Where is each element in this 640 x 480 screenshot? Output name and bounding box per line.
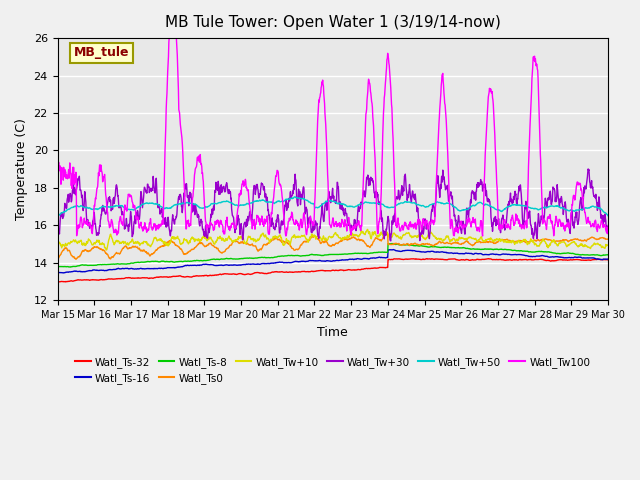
Line: Watl_Tw+30: Watl_Tw+30 <box>58 169 608 241</box>
Watl_Ts-8 <box>540 249 547 254</box>
Watl_Ts-8 <box>389 240 397 246</box>
Watl_Tw+50 <box>176 201 184 207</box>
Watl_Ts-32 <box>163 274 171 280</box>
Watl_Ts-32 <box>54 279 61 285</box>
Y-axis label: Temperature (C): Temperature (C) <box>15 118 28 220</box>
Watl_Tw100 <box>604 228 612 233</box>
Watl_Tw+30 <box>419 223 426 229</box>
Text: MB_tule: MB_tule <box>74 47 129 60</box>
Watl_Ts-32 <box>177 273 184 279</box>
Watl_Ts-8 <box>163 259 171 264</box>
Watl_Ts0 <box>419 241 426 247</box>
Watl_Tw100 <box>491 132 499 138</box>
Watl_Tw100 <box>54 167 61 173</box>
Watl_Ts-16 <box>238 262 246 268</box>
Watl_Tw+10 <box>238 235 246 240</box>
Watl_Ts-16 <box>163 265 171 271</box>
Watl_Tw+50 <box>491 205 499 211</box>
Line: Watl_Ts-16: Watl_Ts-16 <box>58 250 608 273</box>
Watl_Tw+50 <box>539 204 547 210</box>
Watl_Ts-8 <box>604 252 612 258</box>
Watl_Tw+30 <box>237 225 245 230</box>
Watl_Tw+10 <box>163 242 171 248</box>
Line: Watl_Tw100: Watl_Tw100 <box>58 0 608 236</box>
Watl_Tw+10 <box>604 242 612 248</box>
Watl_Tw+30 <box>604 223 612 228</box>
Watl_Ts-32 <box>238 271 246 276</box>
Watl_Tw+30 <box>176 193 184 199</box>
Watl_Tw+30 <box>54 221 61 227</box>
Watl_Tw+50 <box>419 203 426 208</box>
Watl_Ts0 <box>539 237 547 242</box>
Watl_Tw+10 <box>177 241 184 247</box>
Watl_Tw+30 <box>584 166 592 172</box>
Line: Watl_Tw+50: Watl_Tw+50 <box>58 197 608 216</box>
Line: Watl_Tw+10: Watl_Tw+10 <box>58 229 608 250</box>
Watl_Ts-16 <box>491 252 499 257</box>
Watl_Ts-16 <box>54 270 61 276</box>
Line: Watl_Ts-32: Watl_Ts-32 <box>58 259 608 282</box>
Watl_Ts0 <box>383 230 391 236</box>
Watl_Ts-16 <box>390 247 397 252</box>
Watl_Tw+50 <box>163 205 170 211</box>
Watl_Ts-8 <box>67 264 74 270</box>
Watl_Tw100 <box>238 181 246 187</box>
Watl_Ts-8 <box>491 246 499 252</box>
Watl_Ts-8 <box>54 264 61 269</box>
Watl_Tw100 <box>177 121 184 127</box>
Watl_Tw100 <box>540 219 547 225</box>
Watl_Ts-16 <box>177 264 184 270</box>
Watl_Ts-16 <box>540 253 547 259</box>
Watl_Tw+10 <box>364 227 371 232</box>
Watl_Ts-16 <box>604 256 612 262</box>
Watl_Tw100 <box>163 97 170 103</box>
Watl_Tw100 <box>419 222 426 228</box>
Watl_Ts-8 <box>238 256 246 262</box>
Watl_Ts-32 <box>55 279 63 285</box>
Line: Watl_Ts-8: Watl_Ts-8 <box>58 243 608 267</box>
Watl_Tw+30 <box>539 216 547 221</box>
Watl_Ts0 <box>237 240 245 245</box>
Watl_Ts-32 <box>604 257 612 263</box>
Watl_Ts-8 <box>177 259 184 264</box>
Watl_Ts0 <box>54 257 61 263</box>
Watl_Ts-32 <box>419 256 426 262</box>
Watl_Ts-8 <box>419 243 427 249</box>
Watl_Ts0 <box>163 240 170 245</box>
Watl_Tw+10 <box>102 247 110 253</box>
Watl_Ts-32 <box>484 256 492 262</box>
Watl_Ts0 <box>176 246 184 252</box>
Line: Watl_Ts0: Watl_Ts0 <box>58 233 608 260</box>
Watl_Ts0 <box>491 240 499 246</box>
Watl_Tw+10 <box>491 237 499 242</box>
Watl_Tw+10 <box>54 240 61 245</box>
X-axis label: Time: Time <box>317 325 348 338</box>
Watl_Ts-16 <box>419 249 427 255</box>
Watl_Tw+50 <box>604 213 612 218</box>
Legend: Watl_Ts-32, Watl_Ts-16, Watl_Ts-8, Watl_Ts0, Watl_Tw+10, Watl_Tw+30, Watl_Tw+50,: Watl_Ts-32, Watl_Ts-16, Watl_Ts-8, Watl_… <box>71 353 595 388</box>
Watl_Tw+50 <box>237 203 245 208</box>
Watl_Tw+50 <box>54 213 61 219</box>
Watl_Tw+30 <box>163 220 170 226</box>
Watl_Tw+50 <box>291 194 299 200</box>
Watl_Ts-32 <box>491 257 499 263</box>
Watl_Tw+30 <box>387 238 395 244</box>
Watl_Ts0 <box>604 236 612 242</box>
Watl_Ts-16 <box>59 270 67 276</box>
Watl_Tw100 <box>479 233 486 239</box>
Watl_Tw+10 <box>419 234 427 240</box>
Title: MB Tule Tower: Open Water 1 (3/19/14-now): MB Tule Tower: Open Water 1 (3/19/14-now… <box>165 15 500 30</box>
Watl_Ts-32 <box>540 257 547 263</box>
Watl_Tw+30 <box>491 215 499 221</box>
Watl_Tw+10 <box>540 238 547 243</box>
